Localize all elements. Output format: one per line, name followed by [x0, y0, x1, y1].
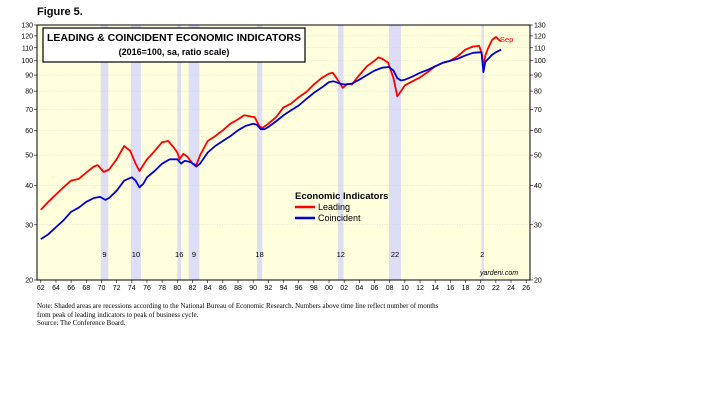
- recession-band: [177, 25, 182, 280]
- x-tick-label: 86: [219, 285, 227, 292]
- y-tick-label: 100: [21, 58, 33, 65]
- y-tick-label: 110: [22, 45, 33, 52]
- footnote: Note: Shaded areas are recessions accord…: [37, 302, 637, 328]
- lead-month-labels: 9 10 16 9 18 12 22 2: [102, 250, 484, 259]
- lead-month-label: 2: [480, 250, 484, 259]
- x-tick-label: 04: [355, 285, 363, 292]
- x-tick-label: 82: [189, 285, 197, 292]
- y-tick-label: 50: [534, 153, 542, 160]
- y-tick-label: 110: [534, 45, 545, 52]
- x-tick-label: 92: [264, 285, 272, 292]
- x-tick-label: 16: [446, 285, 454, 292]
- note-line: from peak of leading indicators to peak …: [37, 310, 199, 319]
- y-tick-label: 80: [25, 89, 33, 96]
- x-axis: 62 64 66 68 70 72 74 76 78 80 82 84 86 88 90 92 94 96 98 00…: [37, 285, 530, 292]
- x-tick-label: 88: [234, 285, 242, 292]
- series-lines: [40, 36, 502, 240]
- y-tick-label: 60: [534, 128, 542, 135]
- x-tick-label: 00: [325, 285, 333, 292]
- x-tick-label: 74: [128, 285, 136, 292]
- x-tick-label: 06: [371, 285, 379, 292]
- lead-month-label: 16: [175, 250, 183, 259]
- chart: 20 30 40 50 60 70 80 90 100 110 120 130 20 30 40 50 60 7…: [21, 23, 546, 293]
- y-axis-left: 20 30 40 50 60 70 80 90 100 110 120 130: [21, 23, 33, 285]
- sep-annotation: Sep: [500, 35, 513, 44]
- y-tick-label: 130: [21, 23, 33, 30]
- x-tick-label: 14: [431, 285, 439, 292]
- chart-subtitle: (2016=100, sa, ratio scale): [119, 47, 230, 57]
- series-line-coincident: [40, 48, 502, 240]
- figure-label: Figure 5.: [37, 6, 83, 18]
- x-tick-label: 90: [249, 285, 257, 292]
- y-tick-label: 90: [25, 73, 33, 80]
- x-tick-label: 72: [113, 285, 121, 292]
- recession-band: [388, 25, 402, 280]
- y-tick-label: 20: [25, 278, 33, 285]
- lead-month-label: 18: [255, 250, 263, 259]
- recession-band: [338, 25, 344, 280]
- legend-title: Economic Indicators: [295, 191, 388, 202]
- x-tick-label: 94: [280, 285, 288, 292]
- x-tick-label: 22: [492, 285, 500, 292]
- y-tick-label: 70: [25, 107, 33, 114]
- x-tick-label: 64: [52, 285, 60, 292]
- x-tick-label: 96: [295, 285, 303, 292]
- y-tick-label: 120: [21, 33, 33, 40]
- x-tick-label: 26: [522, 285, 530, 292]
- x-tick-label: 68: [82, 285, 90, 292]
- x-tick-label: 18: [462, 285, 470, 292]
- y-tick-label: 90: [534, 73, 542, 80]
- y-tick-label: 80: [534, 89, 542, 96]
- x-tick-label: 12: [416, 285, 424, 292]
- legend-label-leading: Leading: [318, 202, 350, 212]
- y-tick-label: 120: [534, 33, 546, 40]
- plot-frame: [36, 24, 531, 281]
- y-tick-label: 70: [534, 107, 542, 114]
- x-tick-label: 98: [310, 285, 318, 292]
- y-tick-label: 100: [534, 58, 546, 65]
- y-tick-label: 30: [534, 222, 542, 229]
- x-tick-label: 02: [340, 285, 348, 292]
- y-tick-label: 130: [534, 23, 546, 30]
- legend: Economic Indicators Leading Coincident: [295, 191, 388, 223]
- lead-month-label: 12: [337, 250, 345, 259]
- chart-title: LEADING & COINCIDENT ECONOMIC INDICATORS: [47, 32, 301, 44]
- source-label: yardeni.com: [479, 270, 518, 277]
- recession-band: [256, 25, 263, 280]
- x-tick-label: 84: [204, 285, 212, 292]
- recession-band: [188, 25, 200, 280]
- x-tick-label: 80: [173, 285, 181, 292]
- x-tick-label: 78: [158, 285, 166, 292]
- y-tick-label: 40: [534, 183, 542, 190]
- y-tick-label: 40: [25, 183, 33, 190]
- title-box: LEADING & COINCIDENT ECONOMIC INDICATORS…: [42, 27, 306, 63]
- legend-label-coincident: Coincident: [318, 213, 361, 223]
- x-tick-label: 62: [37, 285, 45, 292]
- lead-month-label: 9: [102, 250, 106, 259]
- x-tick-label: 20: [477, 285, 485, 292]
- recession-band: [100, 25, 109, 280]
- y-tick-label: 20: [534, 278, 542, 285]
- lead-month-label: 9: [192, 250, 196, 259]
- recession-shading: [100, 25, 484, 280]
- recession-band: [481, 25, 484, 280]
- recession-band: [131, 25, 141, 280]
- x-tick-label: 24: [507, 285, 515, 292]
- x-tick-label: 76: [143, 285, 151, 292]
- y-axis-right: 20 30 40 50 60 70 80 90 100 110 120 130: [534, 23, 546, 285]
- lead-month-label: 22: [391, 250, 399, 259]
- x-tick-label: 10: [401, 285, 409, 292]
- x-tick-label: 08: [386, 285, 394, 292]
- plot-background: [37, 25, 530, 280]
- note-line: Source: The Conference Board.: [37, 319, 126, 327]
- y-tick-label: 60: [25, 128, 33, 135]
- y-tick-label: 30: [25, 222, 33, 229]
- y-tick-label: 50: [25, 153, 33, 160]
- note-line: Note: Shaded areas are recessions accord…: [37, 302, 439, 310]
- x-tick-label: 66: [67, 285, 75, 292]
- lead-month-label: 10: [132, 250, 140, 259]
- x-tick-label: 70: [98, 285, 106, 292]
